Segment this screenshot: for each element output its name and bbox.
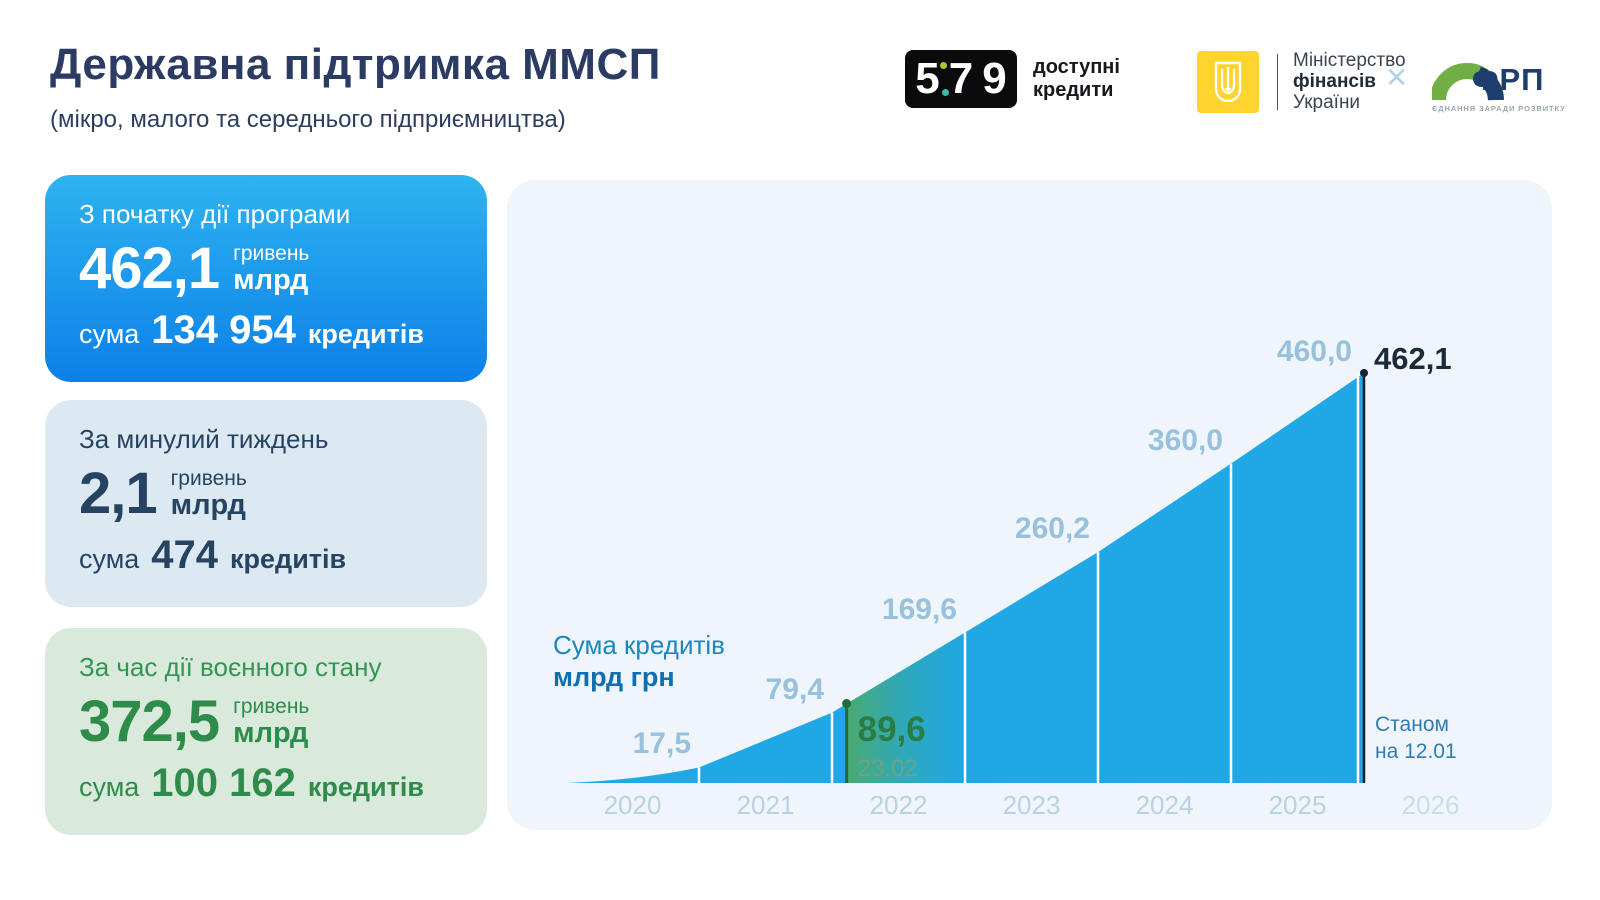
year-divider: [1356, 374, 1360, 783]
card-count: 134 954: [151, 308, 296, 352]
x-tick-label: 2020: [603, 790, 662, 820]
card-amount: 462,1: [79, 236, 220, 301]
card-amount: 2,1: [79, 461, 158, 526]
logo-579-digit-9: 9: [982, 54, 1007, 103]
year-divider: [1229, 463, 1233, 783]
war-gradient-band: [846, 373, 997, 783]
frp-tagline: ЄДНАННЯ ЗАРАДИ РОЗВИТКУ: [1432, 104, 1566, 113]
card-unit-currency: гривень: [233, 694, 310, 718]
area-series: [566, 373, 1364, 783]
minfin-line1: Міністерство: [1293, 50, 1406, 71]
logo-minfin-text: Міністерство фінансів України: [1293, 50, 1406, 113]
chart-title: Сума кредитів: [553, 630, 725, 660]
logo-579-digit-5: 5: [915, 54, 940, 103]
value-label: 460,0: [1276, 334, 1352, 368]
card-count-suffix: кредитів: [307, 772, 424, 802]
card-count: 100 162: [151, 761, 296, 805]
year-divider: [963, 632, 967, 783]
x-tick-label: 2026: [1401, 790, 1460, 820]
card-count-suffix: кредитів: [307, 319, 424, 349]
area-chart-svg: [566, 369, 1368, 783]
war-start-line: [845, 703, 849, 783]
frp-arch-icon: [1432, 63, 1504, 101]
x-tick-label: 2023: [1002, 790, 1061, 820]
card-count-prefix: сума: [79, 772, 140, 802]
x-tick-label: 2022: [869, 790, 928, 820]
card-unit-scale: млрд: [233, 716, 309, 749]
logo-579-box: 5 7 9: [905, 50, 1017, 108]
x-tick-label: 2021: [736, 790, 795, 820]
x-tick-label: 2024: [1135, 790, 1194, 820]
card-unit-currency: гривень: [233, 241, 310, 265]
logo-579-label: доступні кредити: [1033, 56, 1120, 102]
as-of-note-line1: Станом: [1375, 713, 1449, 736]
page-title: Державна підтримка ММСП: [50, 40, 661, 89]
card-unit-currency: гривень: [170, 466, 247, 490]
as-of-note: Станом на 12.01: [1375, 711, 1457, 765]
value-label: 260,2: [1014, 512, 1090, 546]
war-date-label: 23.02: [857, 754, 918, 782]
card-heading: З початку дії програми: [79, 199, 351, 229]
card-unit-scale: млрд: [233, 263, 309, 296]
war-start-dot: [842, 699, 852, 709]
logo-579-label-line1: доступні: [1033, 56, 1120, 78]
card-count-prefix: сума: [79, 544, 140, 574]
logo-579-label-line2: кредити: [1033, 79, 1114, 101]
logo-579-credits: 5 7 9 доступні кредити: [905, 50, 1120, 108]
value-label: 79,4: [765, 672, 824, 706]
current-dot: [1360, 369, 1368, 377]
year-divider: [1096, 552, 1100, 783]
value-label: 169,6: [881, 592, 957, 626]
logo-frp: ФРП ЄДНАННЯ ЗАРАДИ РОЗВИТКУ: [1432, 46, 1566, 118]
card-last-week: За минулий тиждень 2,1 гривень млрд сума…: [45, 400, 487, 607]
chart-panel: Сума кредитів млрд грн Станом на 12.01 2…: [507, 180, 1552, 830]
card-count-suffix: кредитів: [230, 544, 347, 574]
logo-separator-x: ×: [1386, 56, 1408, 97]
card-heading: За минулий тиждень: [79, 424, 329, 454]
page-subtitle: (мікро, малого та середнього підприємниц…: [50, 106, 566, 133]
card-martial-law: За час дії воєнного стану 372,5 гривень …: [45, 628, 487, 835]
chart-title-block: Сума кредитів млрд грн: [553, 630, 725, 694]
logo-minfin: Міністерство фінансів України: [1197, 50, 1406, 113]
chart-unit-label: млрд грн: [553, 662, 675, 693]
minfin-line2: фінансів: [1293, 71, 1376, 92]
teal-dot-icon: [941, 89, 949, 96]
trident-icon: [1197, 50, 1259, 113]
green-dot-icon: [939, 62, 947, 69]
as-of-note-line2: на 12.01: [1375, 740, 1457, 763]
minfin-divider: [1277, 53, 1278, 110]
war-annotation: 89,6 23.02: [858, 712, 926, 783]
card-heading: За час дії воєнного стану: [79, 652, 382, 682]
year-divider: [697, 767, 701, 783]
minfin-line3: України: [1293, 92, 1361, 113]
logo-579-digit-7: 7: [939, 57, 976, 101]
year-divider: [830, 712, 834, 783]
card-count-prefix: сума: [79, 319, 140, 349]
frp-name: ФРП: [1472, 62, 1545, 97]
war-value-label: 89,6: [857, 709, 926, 749]
card-count: 474: [151, 533, 219, 577]
card-program-total: З початку дії програми 462,1 гривень млр…: [45, 175, 487, 382]
value-label: 360,0: [1147, 423, 1223, 457]
current-line: [1362, 373, 1366, 783]
card-unit-scale: млрд: [170, 488, 246, 521]
current-value-label: 462,1: [1374, 341, 1452, 376]
value-label: 17,5: [632, 727, 691, 761]
card-amount: 372,5: [79, 689, 220, 754]
x-tick-label: 2025: [1268, 790, 1327, 820]
